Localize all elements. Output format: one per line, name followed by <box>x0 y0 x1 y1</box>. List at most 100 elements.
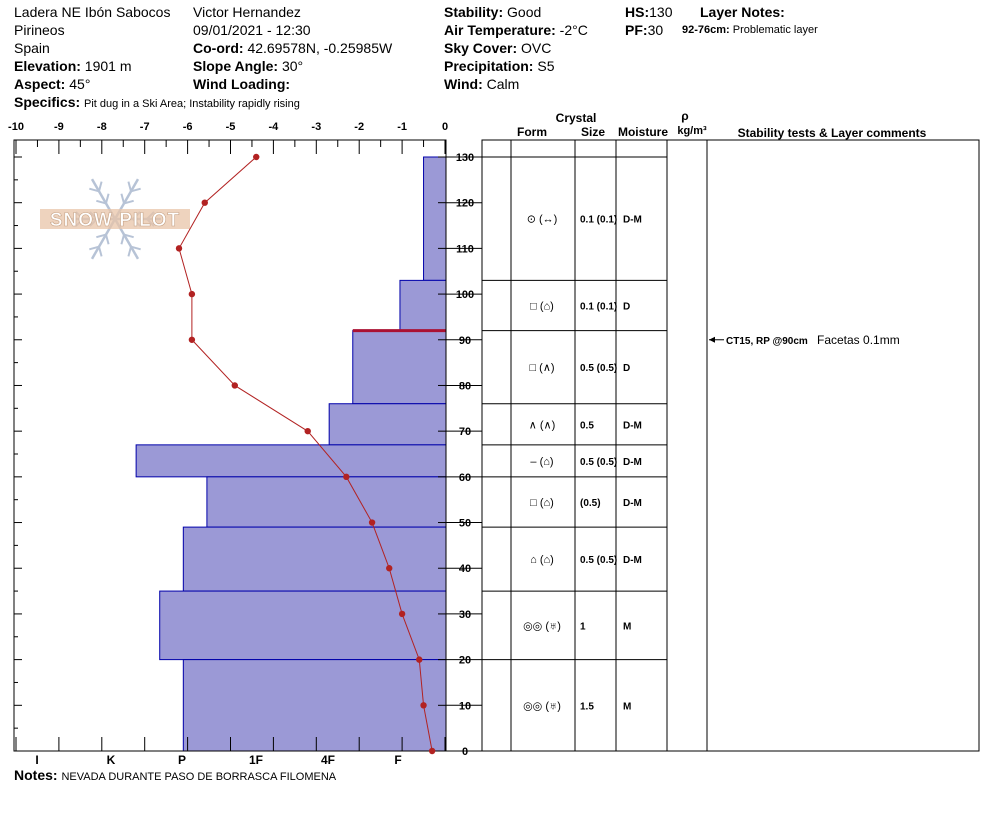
temperature-tick-label: -4 <box>269 121 280 133</box>
layer-note-row: 92-76cm: Problematic layer <box>682 24 818 36</box>
hardness-bar <box>182 659 447 752</box>
specifics-value: Pit dug in a Ski Area; Instability rapid… <box>84 98 300 110</box>
aspect-row: Aspect: 45° <box>14 76 90 92</box>
layer-note-text: Problematic layer <box>732 24 818 36</box>
temperature-tick-label: 0 <box>442 121 448 133</box>
snowflake-branch <box>127 181 132 192</box>
temperature-tick-label: -8 <box>97 121 107 133</box>
depth-tick-label: 80 <box>459 380 471 392</box>
table-border <box>481 139 980 752</box>
notes-label: Notes: <box>14 767 58 783</box>
air-temp-label: Air Temperature: <box>444 22 556 38</box>
temperature-point <box>231 382 238 389</box>
snowflake-branch <box>123 199 134 205</box>
depth-tick-label: 70 <box>459 426 471 438</box>
snowflake-branch <box>96 233 107 239</box>
temperature-tick-label: -3 <box>311 121 321 133</box>
observer-name: Victor Hernandez <box>193 4 301 20</box>
hardness-bar <box>206 476 447 528</box>
hs-label: HS: <box>625 4 650 20</box>
snowflake-branch <box>123 233 134 239</box>
snowflake-branch <box>98 181 103 192</box>
layer-moisture: M <box>623 701 631 712</box>
layer-table: Crystal Form Size Moisture ρ kg/m³ Stability t… <box>481 109 980 752</box>
precip-row: Precipitation: S5 <box>444 58 554 74</box>
layer-form: ⌂ (⌂) <box>530 554 554 566</box>
depth-tick-label: 110 <box>456 243 474 255</box>
snowflake-branch <box>120 193 125 204</box>
snowflake-branch <box>130 245 141 251</box>
air-temp-value: -2°C <box>559 22 588 38</box>
layer-moisture: D-M <box>623 420 642 431</box>
density-unit-header: kg/m³ <box>677 125 707 137</box>
layer-size: 0.5 (0.5) <box>580 457 617 468</box>
hardness-bar <box>328 403 447 446</box>
observation-datetime: 09/01/2021 - 12:30 <box>193 22 311 38</box>
hardness-bar <box>182 526 447 592</box>
wind-label: Wind: <box>444 76 483 92</box>
hardness-label: K <box>107 753 116 767</box>
temperature-point <box>188 336 196 343</box>
temperature-tick-label: -9 <box>54 121 64 133</box>
snowflake-branch <box>89 187 100 193</box>
aspect-value: 45° <box>69 76 91 92</box>
watermark-text: SNOW PILOT <box>50 210 180 231</box>
stability-label: Stability: <box>444 4 504 20</box>
layer-size: 1.5 <box>580 701 594 712</box>
layer-form: ∧ (∧) <box>529 419 556 431</box>
snowflake-branch <box>105 234 110 245</box>
stability-test-comment: Facetas 0.1mm <box>817 333 900 347</box>
hardness-bar <box>159 590 447 661</box>
depth-tick-label: 90 <box>459 335 471 347</box>
country-name: Spain <box>14 40 50 56</box>
depth-tick-label: 100 <box>456 289 474 301</box>
sky-row: Sky Cover: OVC <box>444 40 551 56</box>
temperature-point <box>398 610 406 618</box>
layer-moisture: D-M <box>623 215 642 226</box>
hardness-label: I <box>35 753 38 767</box>
hs-row: HS:130 <box>625 4 672 20</box>
specifics-label: Specifics: <box>14 94 81 110</box>
layer-size: 0.5 (0.5) <box>580 363 617 374</box>
form-header: Form <box>517 125 547 139</box>
precip-value: S5 <box>537 58 555 74</box>
sky-value: OVC <box>521 40 552 56</box>
stability-test-label: CT15, RP @90cm <box>726 336 808 347</box>
layer-size: 0.1 (0.1) <box>580 215 617 226</box>
layer-moisture: D-M <box>623 457 642 468</box>
notes-row: Notes: NEVADA DURANTE PASO DE BORRASCA F… <box>14 767 336 783</box>
slope-label: Slope Angle: <box>193 58 279 74</box>
pf-label: PF: <box>625 22 648 38</box>
layer-moisture: D-M <box>623 498 642 509</box>
sky-label: Sky Cover: <box>444 40 518 56</box>
temperature-tick-label: -6 <box>183 121 193 133</box>
layer-moisture: D-M <box>623 555 642 566</box>
elevation-row: Elevation: 1901 m <box>14 58 132 74</box>
temperature-point <box>343 473 350 481</box>
layer-size: 0.5 <box>580 420 594 431</box>
depth-tick-label: 120 <box>456 198 474 210</box>
aspect-label: Aspect: <box>14 76 66 92</box>
profile-frame: -10 -9 -8 -7 -6 -5 -4 -3 -2 -1 0010203040506070809… <box>8 121 482 767</box>
temperature-point <box>304 427 311 435</box>
temperature-point <box>428 747 436 755</box>
crystal-header: Crystal <box>556 111 597 125</box>
region-name: Pirineos <box>14 22 65 38</box>
layer-form: – (⌂) <box>530 456 553 468</box>
layer-notes-label: Layer Notes: <box>700 4 785 20</box>
layer-size: 0.5 (0.5) <box>580 555 617 566</box>
layer-moisture: M <box>623 621 631 632</box>
slope-value: 30° <box>281 58 304 74</box>
temperature-tick-label: -1 <box>397 121 407 133</box>
layer-size: 0.1 (0.1) <box>580 302 617 313</box>
hardness-label: 4F <box>321 753 335 767</box>
snowflake-branch <box>96 199 107 205</box>
snowflake-branch <box>98 246 103 257</box>
hardness-bar <box>399 279 447 332</box>
layer-note-range: 92-76cm: <box>682 24 730 36</box>
slope-row: Slope Angle: 30° <box>193 58 303 74</box>
moisture-header: Moisture <box>618 125 668 139</box>
depth-tick-label: 20 <box>459 655 471 667</box>
layer-form: ◎◎ (♅) <box>523 620 561 632</box>
hardness-bar <box>423 156 447 281</box>
